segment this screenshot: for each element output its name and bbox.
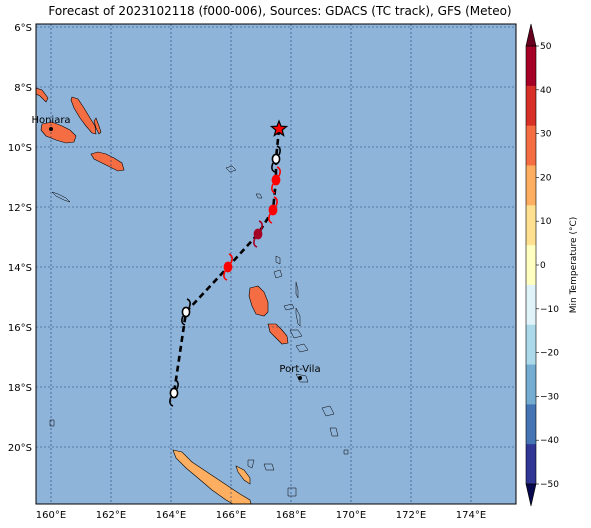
storm-symbol-icon: [271, 166, 281, 194]
colorbar-segment: [526, 284, 536, 326]
place-label: Honiara: [31, 115, 70, 126]
lat-tick-label: 14°S: [8, 263, 32, 274]
colorbar-extend-bottom: [525, 483, 537, 507]
colorbar-segment: [526, 324, 536, 366]
colorbar-segment: [526, 245, 536, 286]
lon-tick-label: 172°E: [396, 510, 426, 521]
colorbar-segment: [526, 444, 536, 485]
colorbar-tick-label: −30: [540, 392, 559, 402]
storm-symbol-icon: [271, 145, 281, 173]
map-title: Forecast of 2023102118 (f000-006), Sourc…: [48, 4, 512, 18]
colorbar-tick-label: 30: [540, 130, 552, 140]
island-ambrym: [289, 329, 303, 339]
ocean-background: [36, 24, 516, 504]
storm-symbol-icon: [253, 220, 263, 248]
lon-tick-label: 170°E: [336, 510, 366, 521]
island-maewo: [295, 281, 299, 299]
map-frame: [35, 23, 517, 505]
island-malaita: [93, 117, 102, 135]
axis-ticks: 160°E 162°E 164°E 166°E 168°E 170°E 172°E 174°E…: [8, 23, 486, 521]
storm-symbol-icon: [181, 298, 191, 326]
colorbar-segment: [526, 125, 536, 166]
lat-tick-label: 10°S: [8, 143, 32, 154]
land-masses: [36, 87, 289, 504]
colorbar-label: Min Temperature (°C): [569, 217, 579, 314]
colorbar-tick-label: 20: [540, 173, 552, 183]
place-dot: [49, 127, 53, 131]
current-position-star-icon: [269, 119, 289, 137]
island-loyalty-3: [287, 487, 297, 497]
colorbar-extend-top: [525, 23, 537, 47]
island-new-caledonia-north: [235, 465, 251, 485]
colorbar-segment: [526, 404, 536, 445]
colorbar-tick-label: 40: [540, 86, 552, 96]
lat-tick-label: 20°S: [8, 443, 32, 454]
colorbar-tick-label: −20: [540, 349, 559, 359]
lon-tick-label: 164°E: [156, 510, 186, 521]
island-rennell: [51, 191, 71, 203]
island-guadalcanal: [40, 121, 77, 144]
island-tanna: [329, 427, 339, 437]
island-erromango: [321, 405, 335, 417]
lat-tick-label: 8°S: [14, 83, 32, 94]
place-label: Port-Vila: [279, 364, 320, 375]
place-dot: [298, 376, 302, 380]
colorbar-tick-label: 0: [540, 261, 546, 271]
colorbar-tick-label: −50: [540, 480, 559, 490]
colorbar-tick-label: 50: [540, 42, 552, 52]
island-ambae: [283, 303, 295, 311]
lon-tick-label: 166°E: [216, 510, 246, 521]
storm-symbol-icon: [169, 379, 179, 407]
island-loyalty-2: [263, 463, 275, 471]
lat-tick-label: 6°S: [14, 23, 32, 34]
lon-tick-label: 160°E: [36, 510, 66, 521]
island-banks: [273, 269, 283, 279]
lat-tick-label: 18°S: [8, 383, 32, 394]
cyclone-track-markers: [169, 119, 289, 407]
island-espiritu-santo: [248, 285, 269, 317]
colorbar-tick-label: −10: [540, 305, 559, 315]
island-santa-cruz: [225, 165, 237, 173]
island-matthew: [49, 419, 55, 427]
storm-symbol-icon: [223, 253, 233, 281]
island-pentecost: [295, 307, 301, 327]
island-epi: [295, 343, 309, 353]
colorbar-tick-label: 10: [540, 217, 552, 227]
island-vanikoro: [255, 193, 263, 199]
colorbar-tick-label: −40: [540, 436, 559, 446]
island-new-caledonia: [172, 449, 252, 504]
island-malekula: [267, 323, 289, 345]
colorbar-segment: [526, 165, 536, 206]
place-labels: Honiara Port-Vila: [31, 115, 321, 380]
lon-tick-label: 168°E: [276, 510, 306, 521]
island-torres: [275, 255, 281, 265]
colorbar-segment: [526, 46, 536, 87]
storm-symbol-icon: [268, 196, 278, 224]
lat-tick-label: 16°S: [8, 323, 32, 334]
lon-tick-label: 162°E: [96, 510, 126, 521]
island-loyalty-1: [247, 459, 255, 469]
colorbar-segment: [526, 205, 536, 246]
colorbar: 50 40 30 20 10 0 −10 −20 −30 −40 −50 Min Temperatur…: [525, 23, 579, 507]
island-aneityum: [343, 449, 349, 455]
island-makira: [90, 151, 125, 172]
lat-tick-label: 12°S: [8, 203, 32, 214]
lon-tick-label: 174°E: [456, 510, 486, 521]
island-choiseul: [36, 87, 49, 103]
colorbar-segment: [526, 85, 536, 127]
colorbar-segment: [526, 364, 536, 405]
island-santa-isabel: [70, 96, 97, 135]
